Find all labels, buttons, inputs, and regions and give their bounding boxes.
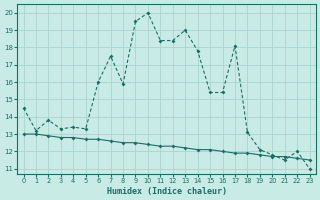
X-axis label: Humidex (Indice chaleur): Humidex (Indice chaleur): [107, 187, 227, 196]
